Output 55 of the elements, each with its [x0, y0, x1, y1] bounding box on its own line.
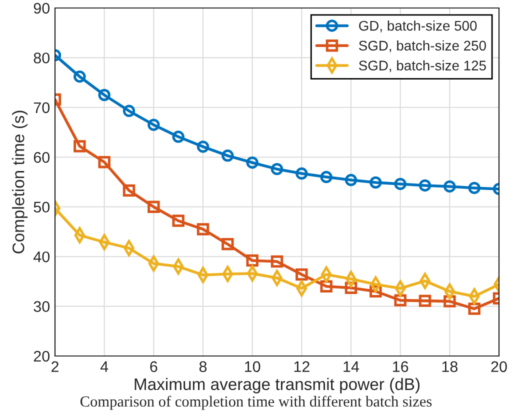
point	[418, 179, 432, 192]
y-tick-label: 20	[34, 350, 50, 362]
point	[122, 184, 136, 197]
x-tick-label: 10	[245, 361, 260, 372]
point	[296, 268, 308, 281]
y-axis-title: Completion time (s)	[12, 110, 28, 254]
point	[74, 70, 86, 83]
y-tick-label: 30	[34, 301, 50, 312]
x-tick-label: 14	[344, 361, 360, 372]
x-tick-label: 4	[100, 361, 108, 372]
point	[320, 280, 332, 293]
point	[370, 176, 382, 189]
point	[98, 88, 110, 102]
point	[148, 200, 160, 213]
legend-label: SGD, batch-size 250	[358, 40, 486, 52]
x-tick-label: 8	[199, 361, 207, 372]
point	[148, 118, 160, 131]
point	[172, 130, 184, 143]
y-tick-label: 50	[34, 202, 50, 213]
point	[246, 156, 258, 169]
y-tick-label: 40	[34, 251, 50, 262]
point	[122, 104, 136, 118]
legend-label: GD, batch-size 500	[359, 20, 477, 32]
legend-label: SGD, batch-size 125	[358, 60, 486, 72]
point	[222, 150, 234, 162]
point	[320, 170, 332, 184]
point	[98, 156, 110, 168]
point	[246, 254, 258, 267]
y-tick-label: 60	[34, 152, 50, 163]
x-tick-label: 12	[294, 361, 310, 372]
x-tick-label: 18	[442, 361, 458, 372]
x-tick-label: 2	[52, 361, 58, 372]
y-tick-label: 90	[34, 2, 50, 14]
point	[222, 238, 234, 250]
x-tick-label: 16	[393, 361, 408, 372]
point	[444, 180, 456, 193]
x-tick-label: 20	[491, 361, 507, 372]
y-tick-label: 80	[34, 52, 50, 64]
point	[468, 302, 480, 315]
y-tick-label: 70	[34, 102, 50, 114]
point	[344, 174, 358, 186]
point	[74, 140, 86, 152]
text: Comparison of completion time with different batch sizes	[80, 396, 432, 410]
point	[418, 294, 432, 307]
point	[196, 223, 210, 236]
point	[196, 140, 210, 153]
point	[172, 214, 184, 227]
point	[394, 294, 406, 306]
point	[394, 178, 406, 190]
point	[468, 182, 480, 194]
x-tick-label: 6	[150, 361, 158, 372]
point	[270, 255, 284, 268]
point	[270, 162, 284, 176]
point	[296, 167, 308, 180]
x-axis-title: Maximum average transmit power (dB)	[134, 378, 420, 394]
